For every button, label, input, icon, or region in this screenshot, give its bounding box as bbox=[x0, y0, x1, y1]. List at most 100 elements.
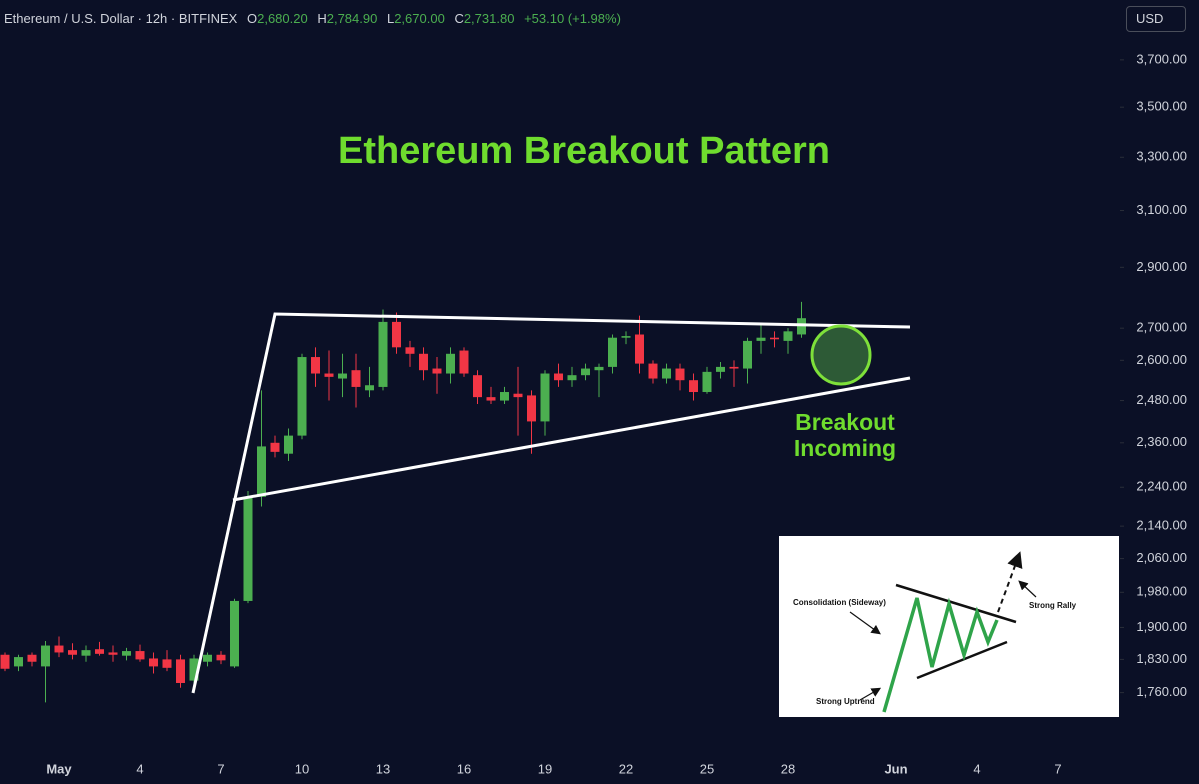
x-tick-label: 7 bbox=[1054, 761, 1061, 776]
candle-body bbox=[540, 373, 550, 422]
inset-label: Strong Rally bbox=[1029, 601, 1077, 610]
candle-body bbox=[743, 340, 752, 369]
candle-body bbox=[216, 654, 226, 661]
candle-body bbox=[14, 657, 23, 667]
candle-body bbox=[783, 331, 793, 341]
candle-body bbox=[500, 392, 509, 401]
candle-body bbox=[635, 334, 644, 364]
candle-body bbox=[135, 651, 145, 660]
inset-label: Consolidation (Sideway) bbox=[793, 598, 886, 607]
inset-diagram: Consolidation (Sideway) Strong Rally Str… bbox=[779, 536, 1119, 717]
candle-body bbox=[108, 652, 118, 655]
y-tick-label: 2,140.00 bbox=[1136, 518, 1187, 533]
candle-body bbox=[702, 371, 712, 393]
y-tick-label: 2,360.00 bbox=[1136, 434, 1187, 449]
candle-body bbox=[756, 337, 766, 341]
candle-body bbox=[648, 363, 658, 379]
candle-body bbox=[284, 435, 293, 454]
candle-body bbox=[176, 659, 185, 683]
inset-label: Strong Uptrend bbox=[816, 697, 875, 706]
candle-body bbox=[270, 442, 280, 452]
inset-pointer bbox=[849, 611, 881, 635]
candle-body bbox=[405, 347, 415, 354]
ohlc-value: 2,670.00 bbox=[394, 11, 445, 26]
chart-title: Ethereum Breakout Pattern bbox=[338, 130, 830, 172]
candle-body bbox=[27, 654, 37, 662]
candle-body bbox=[567, 375, 577, 381]
y-tick-label: 1,760.00 bbox=[1136, 684, 1187, 699]
x-tick-label: 22 bbox=[619, 761, 633, 776]
trend-line-upper bbox=[191, 312, 911, 694]
candle-body bbox=[554, 373, 563, 381]
y-tick-label: 1,830.00 bbox=[1136, 651, 1187, 666]
candle-body bbox=[675, 368, 685, 381]
candle-body bbox=[297, 357, 307, 436]
candle-body bbox=[513, 393, 523, 398]
x-tick-label: 16 bbox=[457, 761, 471, 776]
candle-body bbox=[446, 353, 455, 374]
y-tick-label: 3,300.00 bbox=[1136, 149, 1187, 164]
candle-body bbox=[473, 375, 482, 398]
x-tick-label: 28 bbox=[781, 761, 795, 776]
x-tick-label: 25 bbox=[700, 761, 714, 776]
candle-body bbox=[662, 368, 671, 379]
candle-body bbox=[689, 380, 698, 393]
candle-body bbox=[392, 321, 401, 348]
candle-body bbox=[716, 366, 725, 372]
y-tick-label: 3,100.00 bbox=[1136, 202, 1187, 217]
candle-body bbox=[149, 658, 158, 667]
y-tick-label: 1,900.00 bbox=[1136, 619, 1187, 634]
candle-body bbox=[81, 650, 91, 656]
trend-line-lower bbox=[232, 376, 911, 502]
candle-body bbox=[324, 373, 334, 377]
ohlc-label: O bbox=[246, 11, 258, 26]
symbol: Ethereum / U.S. Dollar · 12h · BITFINEX bbox=[4, 11, 238, 26]
currency-button[interactable]: USD bbox=[1126, 6, 1186, 32]
inset-background bbox=[779, 536, 1119, 717]
candle-body bbox=[419, 353, 428, 371]
x-tick-label: 4 bbox=[136, 761, 143, 776]
x-tick-label: Jun bbox=[884, 761, 907, 776]
candle-body bbox=[122, 651, 131, 656]
symbol-header: Ethereum / U.S. Dollar · 12h · BITFINEX … bbox=[4, 11, 621, 26]
candle-body bbox=[365, 385, 374, 391]
y-tick-label: 2,060.00 bbox=[1136, 550, 1187, 565]
candle-body bbox=[770, 337, 779, 340]
candle-body bbox=[594, 366, 604, 371]
y-tick-label: 2,240.00 bbox=[1136, 479, 1187, 494]
candle-body bbox=[459, 350, 469, 374]
candle-body bbox=[608, 337, 617, 367]
y-tick-label: 1,980.00 bbox=[1136, 584, 1187, 599]
annotation: Breakout bbox=[795, 409, 895, 435]
candle-body bbox=[432, 368, 442, 374]
candle-body bbox=[95, 649, 104, 654]
x-tick-label: May bbox=[46, 761, 72, 776]
x-tick-label: 4 bbox=[973, 761, 980, 776]
candle-body bbox=[230, 600, 239, 667]
candles bbox=[0, 301, 806, 703]
candle-body bbox=[68, 650, 77, 655]
candle-body bbox=[581, 368, 590, 376]
x-tick-label: 7 bbox=[217, 761, 224, 776]
ohlc-label: L bbox=[386, 11, 395, 26]
ohlc-label: C bbox=[454, 11, 464, 26]
candle-body bbox=[243, 496, 253, 601]
inset-rally-arrow bbox=[997, 551, 1023, 613]
candle-body bbox=[41, 645, 50, 667]
candle-body bbox=[338, 373, 347, 379]
candle-body bbox=[0, 654, 10, 669]
annotation: Incoming bbox=[794, 435, 896, 461]
candle-body bbox=[378, 321, 388, 387]
inset-pointer bbox=[859, 687, 882, 701]
candle-body bbox=[351, 370, 361, 387]
candle-body bbox=[621, 336, 631, 338]
candle-body bbox=[189, 658, 199, 681]
y-tick-label: 3,700.00 bbox=[1136, 51, 1187, 66]
change: +53.10 (+1.98%) bbox=[524, 11, 621, 26]
ohlc-value: 2,784.90 bbox=[326, 11, 378, 26]
y-tick-label: 2,480.00 bbox=[1136, 392, 1187, 407]
inset-lower-line bbox=[916, 640, 1008, 680]
candle-body bbox=[203, 654, 212, 662]
